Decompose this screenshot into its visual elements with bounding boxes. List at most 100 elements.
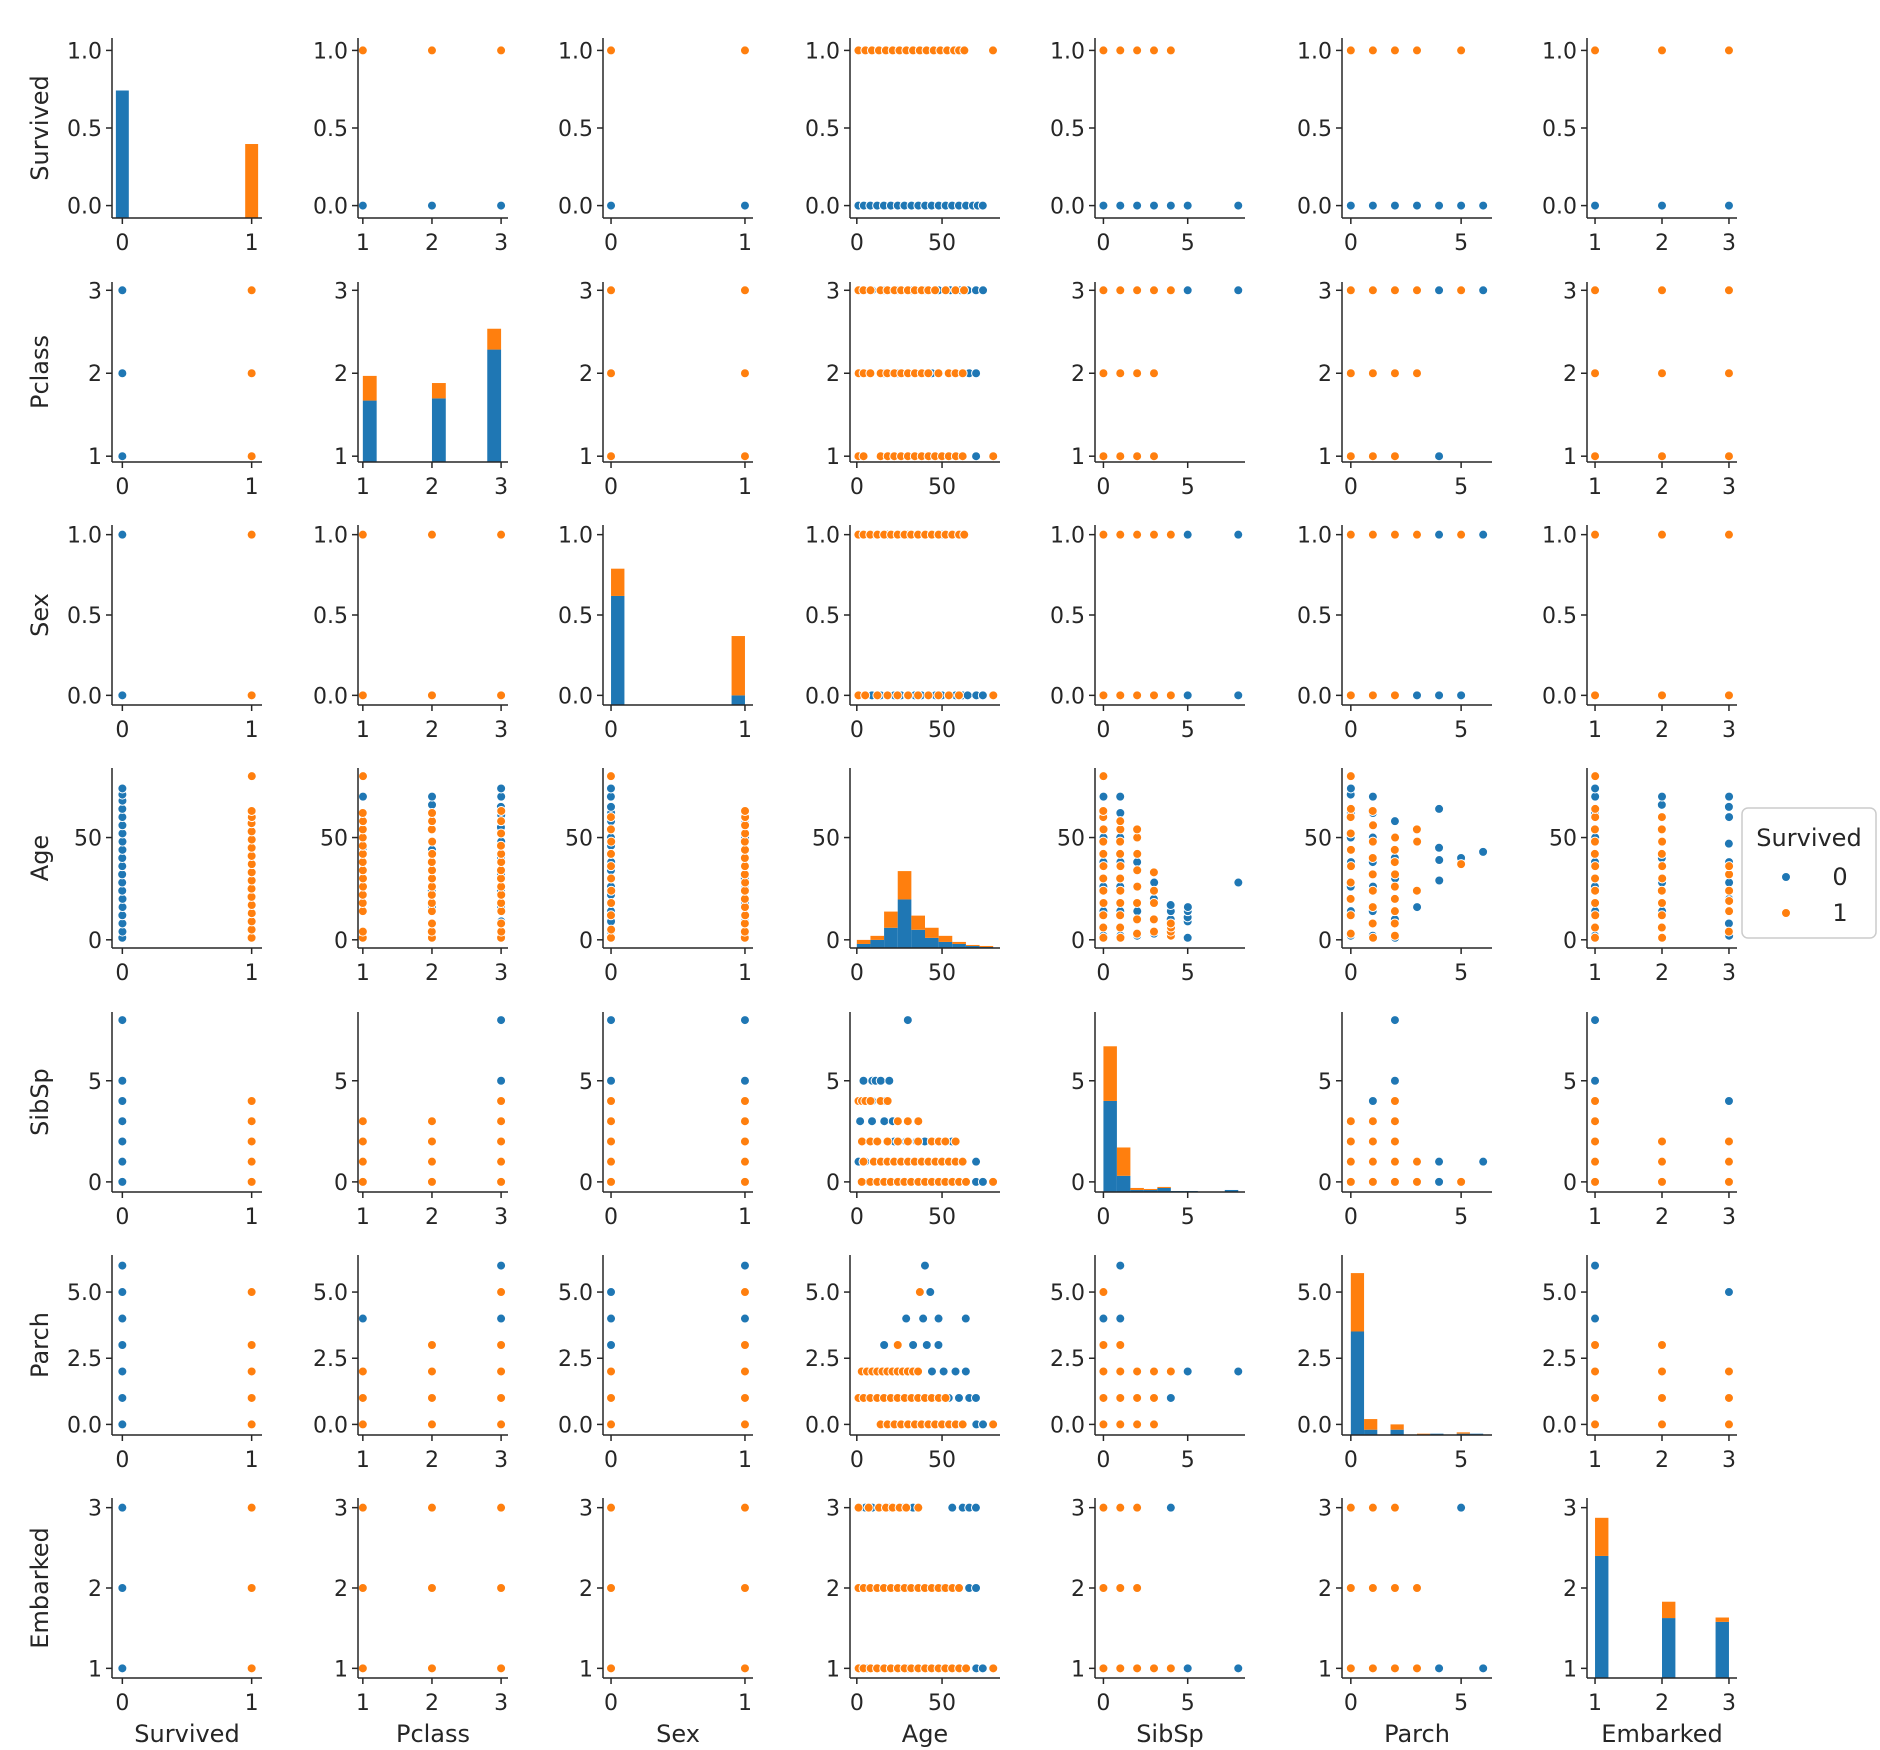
y-tick-label: 0.0 bbox=[805, 684, 840, 709]
scatter-point-1 bbox=[1345, 803, 1356, 814]
x-tick-label: 0 bbox=[850, 1448, 864, 1473]
x-tick-label: 0 bbox=[1344, 961, 1358, 986]
scatter-point-1 bbox=[739, 918, 750, 929]
scatter-point-1 bbox=[357, 1663, 368, 1674]
x-tick-label: 0 bbox=[850, 1691, 864, 1716]
scatter-point-1 bbox=[605, 771, 616, 782]
scatter-point-0 bbox=[879, 1116, 890, 1127]
y-tick-label: 0 bbox=[1563, 1171, 1577, 1196]
scatter-point-1 bbox=[739, 893, 750, 904]
subplot-pclass-vs-sibsp: 0 5 1 2 3 bbox=[1071, 279, 1245, 500]
y-tick-label: 1 bbox=[334, 1657, 348, 1682]
scatter-point-1 bbox=[1148, 451, 1159, 462]
y-tick-label: 2 bbox=[334, 362, 348, 387]
hist-bar-1 bbox=[911, 915, 925, 930]
scatter-point-0 bbox=[960, 1366, 971, 1377]
scatter-point-1 bbox=[606, 1583, 617, 1593]
scatter-point-1 bbox=[246, 908, 257, 919]
scatter-point-1 bbox=[1657, 932, 1668, 943]
scatter-point-0 bbox=[605, 783, 616, 794]
scatter-point-1 bbox=[246, 826, 257, 837]
scatter-point-0 bbox=[606, 1313, 617, 1324]
scatter-point-1 bbox=[988, 690, 999, 701]
scatter-point-1 bbox=[1657, 1340, 1667, 1350]
scatter-point-1 bbox=[1367, 1583, 1378, 1593]
scatter-point-1 bbox=[1148, 690, 1159, 701]
x-tick-label: 5 bbox=[1454, 1205, 1468, 1230]
scatter-point-0 bbox=[1367, 1095, 1378, 1106]
scatter-point-1 bbox=[606, 1116, 617, 1127]
scatter-point-0 bbox=[1723, 801, 1734, 812]
scatter-point-1 bbox=[357, 529, 368, 540]
scatter-point-1 bbox=[426, 889, 437, 900]
subplot-sibsp-vs-age: 0 50 0 5 bbox=[826, 1012, 1000, 1230]
scatter-point-1 bbox=[1723, 1392, 1734, 1403]
scatter-point-1 bbox=[246, 850, 257, 861]
scatter-point-0 bbox=[1182, 1663, 1193, 1674]
scatter-point-1 bbox=[1346, 861, 1357, 872]
x-tick-label: 3 bbox=[494, 231, 508, 256]
hist-bar-0 bbox=[1143, 1189, 1158, 1192]
scatter-point-1 bbox=[1098, 1583, 1109, 1593]
scatter-point-1 bbox=[1345, 529, 1356, 540]
scatter-point-1 bbox=[739, 1156, 750, 1167]
scatter-point-0 bbox=[970, 1392, 981, 1403]
scatter-point-1 bbox=[940, 1136, 951, 1147]
y-tick-label: 3 bbox=[334, 1497, 348, 1522]
y-tick-label: 1 bbox=[1563, 1657, 1577, 1682]
x-tick-label: 0 bbox=[604, 1448, 618, 1473]
scatter-point-1 bbox=[426, 45, 437, 56]
x-tick-label: 0 bbox=[1096, 231, 1110, 256]
scatter-point-1 bbox=[1657, 1366, 1667, 1377]
scatter-point-1 bbox=[739, 1176, 750, 1187]
scatter-point-1 bbox=[865, 285, 876, 296]
scatter-point-0 bbox=[1478, 200, 1489, 211]
scatter-point-0 bbox=[977, 690, 988, 701]
scatter-point-0 bbox=[117, 1095, 128, 1106]
scatter-point-1 bbox=[606, 368, 617, 379]
subplot-survived-vs-sex: 0 1 0.0 0.5 1.0 bbox=[558, 38, 753, 256]
scatter-point-0 bbox=[117, 1156, 128, 1167]
scatter-point-0 bbox=[1434, 285, 1445, 296]
scatter-point-1 bbox=[739, 1136, 750, 1147]
scatter-point-0 bbox=[117, 1260, 128, 1271]
scatter-point-1 bbox=[739, 844, 750, 855]
scatter-point-1 bbox=[1115, 836, 1126, 847]
scatter-point-1 bbox=[496, 1340, 507, 1350]
scatter-point-1 bbox=[246, 529, 257, 540]
scatter-point-1 bbox=[913, 1366, 924, 1377]
x-tick-label: 0 bbox=[115, 1448, 129, 1473]
scatter-point-1 bbox=[1723, 926, 1734, 937]
scatter-point-1 bbox=[1412, 836, 1423, 847]
scatter-point-1 bbox=[739, 1095, 750, 1106]
scatter-point-0 bbox=[971, 451, 982, 462]
scatter-point-1 bbox=[496, 1287, 507, 1298]
scatter-point-1 bbox=[950, 1136, 961, 1147]
x-tick-label: 1 bbox=[245, 475, 259, 500]
x-tick-label: 2 bbox=[425, 475, 439, 500]
x-tick-label: 5 bbox=[1454, 231, 1468, 256]
scatter-point-0 bbox=[1389, 816, 1400, 827]
hist-bar-1 bbox=[1157, 1186, 1171, 1188]
scatter-point-1 bbox=[739, 1583, 750, 1593]
x-tick-label: 50 bbox=[928, 1448, 956, 1473]
x-tick-label: 1 bbox=[1588, 231, 1602, 256]
scatter-point-0 bbox=[1182, 200, 1193, 211]
y-tick-label: 0.5 bbox=[1297, 604, 1332, 629]
scatter-point-1 bbox=[427, 848, 438, 859]
y-tick-label: 0.5 bbox=[1297, 117, 1332, 142]
scatter-point-1 bbox=[1723, 1419, 1734, 1430]
scatter-point-1 bbox=[959, 45, 970, 56]
x-tick-label: 5 bbox=[1454, 718, 1468, 743]
scatter-point-0 bbox=[1478, 285, 1489, 296]
scatter-point-0 bbox=[1182, 932, 1193, 943]
scatter-point-1 bbox=[1411, 824, 1422, 835]
scatter-point-0 bbox=[357, 791, 368, 802]
scatter-point-1 bbox=[923, 368, 934, 379]
x-tick-label: 0 bbox=[115, 1205, 129, 1230]
scatter-point-0 bbox=[1434, 1663, 1445, 1674]
scatter-point-0 bbox=[1345, 783, 1356, 794]
x-tick-label: 5 bbox=[1181, 231, 1195, 256]
scatter-point-1 bbox=[357, 816, 368, 827]
